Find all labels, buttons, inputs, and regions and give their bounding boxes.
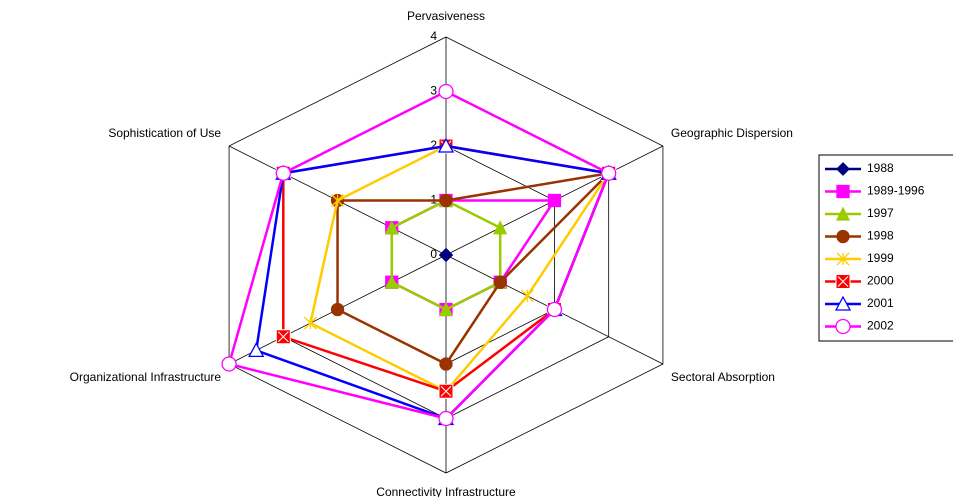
marker <box>438 410 454 427</box>
series <box>221 83 617 427</box>
marker <box>439 357 453 371</box>
marker <box>601 165 617 181</box>
marker <box>493 220 508 235</box>
legend-label: 2001 <box>867 296 894 310</box>
category-label: Pervasiveness <box>407 9 485 23</box>
marker <box>547 193 562 208</box>
marker <box>520 289 534 303</box>
series-line <box>308 144 611 393</box>
marker <box>384 274 399 289</box>
marker <box>835 274 851 289</box>
r-tick-label: 2 <box>430 138 437 152</box>
r-tick-label: 3 <box>430 84 437 98</box>
marker <box>331 194 344 207</box>
marker <box>439 193 453 208</box>
legend-label: 1998 <box>867 229 894 243</box>
marker <box>384 220 399 235</box>
series-line <box>227 90 611 420</box>
marker <box>303 316 317 330</box>
r-tick-label: 0 <box>430 247 437 261</box>
marker <box>438 383 454 399</box>
category-label: Sophistication of Use <box>108 126 221 140</box>
category-label: Organizational Infrastructure <box>70 370 222 384</box>
marker <box>836 252 850 266</box>
category-label: Connectivity Infrastructure <box>376 485 516 497</box>
marker <box>493 275 507 289</box>
marker <box>834 295 852 311</box>
marker <box>438 83 454 100</box>
legend-label: 2000 <box>867 274 894 288</box>
marker <box>438 302 454 317</box>
marker <box>836 184 850 199</box>
legend-label: 1988 <box>867 161 894 175</box>
marker <box>835 318 851 335</box>
marker <box>275 329 291 345</box>
series <box>439 248 453 262</box>
series <box>385 193 562 317</box>
marker <box>437 137 455 153</box>
marker <box>835 206 851 221</box>
legend-label: 1989-1996 <box>867 184 925 198</box>
legend-label: 1997 <box>867 206 894 220</box>
series-line <box>254 144 611 420</box>
r-tick-label: 4 <box>430 29 437 43</box>
legend-label: 2002 <box>867 319 894 333</box>
category-label: Geographic Dispersion <box>671 126 793 140</box>
marker <box>330 302 345 317</box>
category-label: Sectoral Absorption <box>671 370 775 384</box>
marker <box>439 248 453 262</box>
legend-label: 1999 <box>867 251 894 265</box>
marker <box>836 162 850 176</box>
marker <box>248 342 265 358</box>
marker <box>546 301 563 318</box>
marker <box>836 229 850 244</box>
marker <box>221 356 237 372</box>
marker <box>275 165 291 181</box>
